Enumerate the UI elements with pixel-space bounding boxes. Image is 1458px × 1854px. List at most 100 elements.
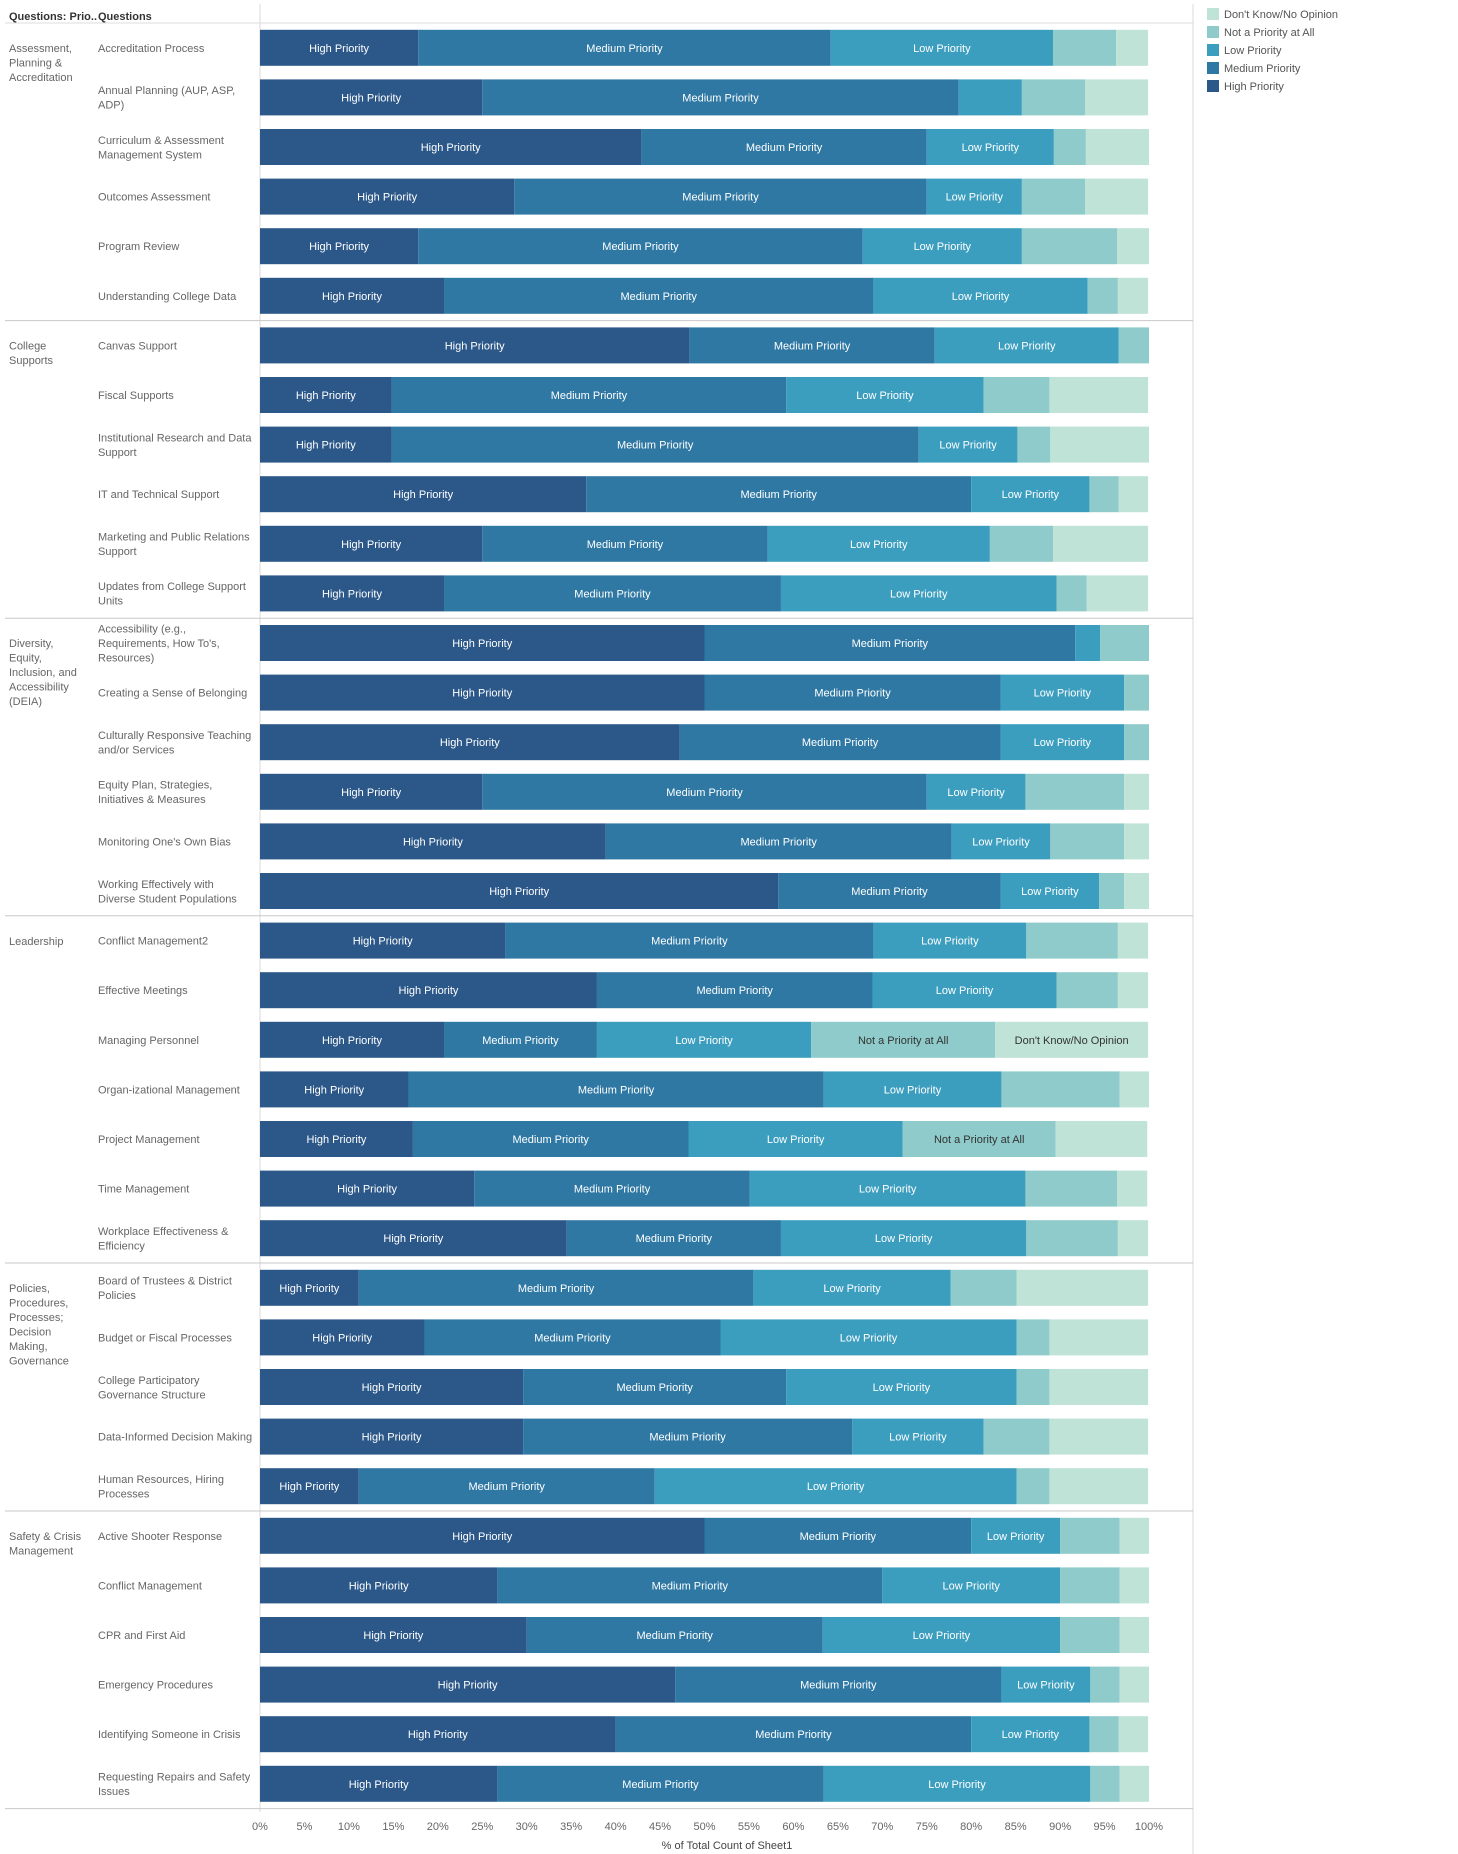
question-label: Requirements, How To's, — [98, 638, 220, 650]
segment-label: Medium Priority — [851, 886, 928, 898]
question-label: Issues — [98, 1786, 130, 1798]
segment-label: High Priority — [363, 1630, 423, 1642]
question-label: Processes — [98, 1488, 150, 1500]
question-label: ADP) — [98, 100, 124, 112]
chart-rows: Assessment, Planning & Accreditation Accred… — [9, 29, 1149, 1802]
group-label: Management — [9, 1546, 73, 1558]
segment-label: Low Priority — [913, 43, 971, 55]
bar-segment — [260, 972, 597, 1009]
legend-label: Low Priority — [1224, 45, 1282, 57]
bar-segment — [1049, 1319, 1149, 1356]
question-label: Monitoring One's Own Bias — [98, 836, 231, 848]
segment-label: Low Priority — [947, 787, 1005, 799]
legend-label: Don't Know/No Opinion — [1224, 9, 1338, 21]
segment-label: High Priority — [349, 1779, 409, 1791]
segment-label: High Priority — [362, 1432, 422, 1444]
bar-segment — [505, 922, 874, 959]
bar-segment — [823, 1765, 1091, 1802]
bar-segment — [926, 178, 1022, 215]
bar-segment — [1052, 29, 1117, 66]
segment-label: Medium Priority — [534, 1332, 611, 1344]
bar-segment — [1016, 1319, 1050, 1356]
bar-row: Program Review High Priority Medium Priori… — [98, 228, 1149, 265]
bar-segment — [1075, 625, 1101, 661]
segment-label: Medium Priority — [621, 291, 698, 303]
bar-row: Understanding College Data High Priority M… — [98, 277, 1149, 314]
segment-label: Don't Know/No Opinion — [1015, 1035, 1129, 1047]
bar-segment — [418, 29, 831, 66]
question-label: Human Resources, Hiring — [98, 1474, 224, 1486]
bar-segment — [689, 327, 935, 364]
bar-segment — [780, 1220, 1027, 1257]
segment-label: Medium Priority — [741, 489, 818, 501]
bar-segment — [882, 1567, 1061, 1604]
segment-label: High Priority — [399, 985, 459, 997]
question-label: Active Shooter Response — [98, 1531, 222, 1543]
bar-segment — [1049, 377, 1149, 413]
segment-label: High Priority — [296, 440, 356, 452]
x-tick-label: 80% — [960, 1821, 982, 1833]
bar-row: Conflict Management2 High Priority Medium … — [98, 922, 1149, 959]
question-label: Emergency Procedures — [98, 1680, 213, 1692]
segment-label: Medium Priority — [651, 936, 728, 948]
bar-row: Emergency Procedures High Priority Medium … — [98, 1666, 1149, 1703]
group-label: Equity, — [9, 653, 42, 665]
question-label: Conflict Management2 — [98, 936, 208, 948]
segment-label: Medium Priority — [637, 1630, 714, 1642]
x-tick-label: 85% — [1005, 1821, 1027, 1833]
bar-segment — [1119, 1765, 1149, 1802]
group-label: (DEIA) — [9, 696, 42, 708]
bar-segment — [926, 773, 1026, 810]
question-label: Effective Meetings — [98, 985, 188, 997]
group-label: Accreditation — [9, 72, 73, 84]
segment-label: Low Priority — [962, 142, 1020, 154]
bar-segment — [1085, 129, 1149, 165]
bar-segment — [1116, 29, 1149, 66]
bar-segment — [1056, 972, 1118, 1009]
bar-row: Marketing and Public Relations Support Hig… — [98, 525, 1149, 562]
bar-segment — [1119, 1666, 1149, 1703]
bar-segment — [1000, 873, 1100, 909]
segment-label: High Priority — [279, 1481, 339, 1493]
legend: Don't Know/No Opinion Not a Priority at A… — [1207, 8, 1338, 93]
segment-label: High Priority — [279, 1283, 339, 1295]
bar-segment — [260, 773, 483, 810]
segment-label: Low Priority — [889, 1432, 947, 1444]
bar-row: College Participatory Governance Structur… — [98, 1369, 1149, 1405]
segment-label: Medium Priority — [574, 588, 651, 600]
segment-label: High Priority — [309, 43, 369, 55]
segment-label: High Priority — [304, 1084, 364, 1096]
segment-label: Medium Priority — [746, 142, 823, 154]
bar-segment — [260, 575, 445, 612]
x-tick-label: 55% — [738, 1821, 760, 1833]
bar-segment — [596, 972, 873, 1009]
bar-segment — [412, 1121, 689, 1157]
x-tick-label: 25% — [471, 1821, 493, 1833]
group-label: Governance — [9, 1356, 69, 1368]
segment-label: Medium Priority — [852, 638, 929, 650]
segment-label: Medium Priority — [755, 1729, 832, 1741]
legend-swatch — [1207, 62, 1219, 74]
group-5: Safety & Crisis Management Active Shooter … — [9, 1517, 1149, 1802]
question-label: Workplace Effectiveness & — [98, 1226, 229, 1238]
bar-segment — [615, 1716, 972, 1753]
bar-segment — [830, 29, 1053, 66]
bar-segment — [474, 1170, 750, 1207]
segment-label: High Priority — [322, 291, 382, 303]
bar-segment — [260, 129, 642, 165]
segment-label: High Priority — [296, 390, 356, 402]
bar-segment — [1124, 873, 1149, 909]
bar-row: Canvas Support High Priority Medium Priori… — [98, 327, 1149, 364]
bar-row: Working Effectively with Diverse Student … — [98, 873, 1149, 909]
bar-row: Board of Trustees & District Policies High… — [98, 1269, 1149, 1306]
bar-segment — [995, 1021, 1149, 1058]
bar-segment — [1116, 1170, 1148, 1207]
bar-segment — [1001, 1666, 1091, 1703]
bar-segment — [971, 476, 1090, 513]
segment-label: Low Priority — [807, 1481, 865, 1493]
question-label: Institutional Research and Data — [98, 432, 252, 444]
bar-segment — [983, 377, 1050, 413]
segment-label: Low Priority — [942, 1580, 1000, 1592]
x-tick-label: 15% — [382, 1821, 404, 1833]
bar-segment — [786, 377, 984, 413]
